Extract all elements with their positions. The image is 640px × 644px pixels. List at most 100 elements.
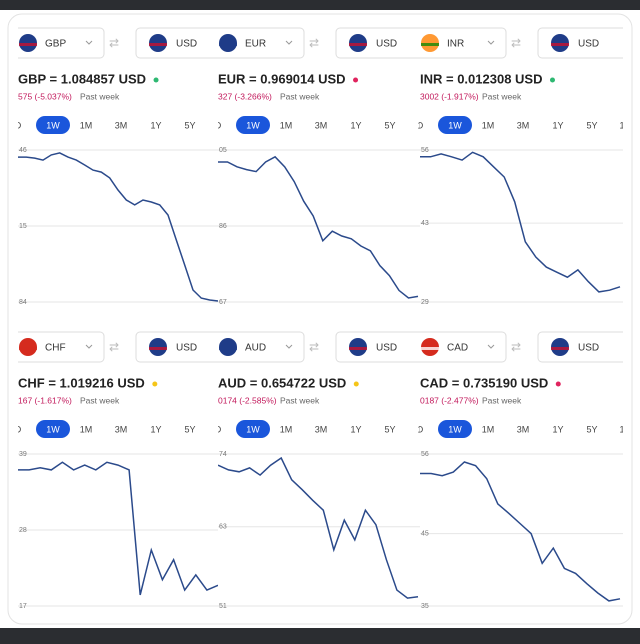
range-button[interactable]: 1W — [46, 120, 60, 130]
range-button[interactable]: 1Y — [350, 424, 361, 434]
chevron — [85, 40, 93, 45]
flag-detail — [19, 347, 37, 350]
panel-bg — [218, 322, 421, 622]
panel-bg — [18, 18, 221, 318]
range-selected[interactable] — [236, 420, 270, 438]
from-select[interactable] — [414, 27, 507, 59]
range-button[interactable]: 1Y — [150, 120, 161, 130]
from-currency: GBP — [45, 39, 66, 50]
period: Past week — [280, 395, 320, 405]
range-button[interactable]: 1W — [246, 424, 260, 434]
change: 327 (-3.266%) — [218, 91, 272, 101]
to-currency: USD — [376, 39, 397, 50]
panels: GBP ⇄ USD GBP = 1.084857 USD 575 (-5.037%) Pa… — [12, 18, 624, 622]
range-button[interactable]: 1M — [280, 120, 293, 130]
period: Past week — [80, 395, 120, 405]
range-selected[interactable] — [36, 116, 70, 134]
range-button[interactable]: 1M — [80, 120, 93, 130]
range-selected[interactable] — [236, 116, 270, 134]
range-button[interactable]: 1M — [482, 424, 495, 434]
y-tick-label: 74 — [219, 451, 227, 458]
range-button[interactable]: 1 — [619, 120, 624, 130]
range-button[interactable]: 1 — [417, 120, 422, 130]
from-select[interactable] — [12, 27, 105, 59]
range-button[interactable]: 3M — [115, 120, 128, 130]
range-button[interactable]: 5Y — [184, 120, 195, 130]
from-select[interactable] — [212, 27, 305, 59]
y-tick-label: 15 — [19, 223, 27, 230]
chevron — [487, 40, 495, 45]
range-button[interactable]: D — [15, 424, 22, 434]
flag-detail — [219, 43, 237, 46]
from-currency: INR — [447, 39, 464, 50]
panel-bg — [420, 18, 623, 318]
range-button[interactable]: 3M — [517, 120, 530, 130]
period: Past week — [482, 395, 522, 405]
flag-detail — [421, 43, 439, 46]
range-button[interactable]: D — [417, 424, 424, 434]
panel-bg — [218, 18, 421, 318]
y-tick-label: 39 — [19, 451, 27, 458]
range-button[interactable]: 5Y — [384, 120, 395, 130]
range-button[interactable]: 5Y — [384, 424, 395, 434]
range-button[interactable]: 1W — [448, 424, 462, 434]
range-button[interactable]: D — [417, 120, 424, 130]
y-tick-label: 56 — [421, 147, 429, 154]
y-tick-label: 29 — [421, 299, 429, 306]
status-dot — [353, 381, 359, 387]
rate: GBP = 1.084857 USD — [18, 71, 146, 86]
to-currency: USD — [176, 39, 197, 50]
to-currency: USD — [176, 343, 197, 354]
flag-detail — [219, 347, 237, 350]
y-tick-label: 43 — [421, 220, 429, 227]
range-button[interactable]: 1M — [80, 424, 93, 434]
range-button[interactable]: D — [215, 120, 222, 130]
range-button[interactable]: 1 — [417, 424, 422, 434]
status-dot — [153, 77, 159, 83]
range-button[interactable]: 3M — [115, 424, 128, 434]
rate: CAD = 0.735190 USD — [420, 375, 548, 390]
range-button[interactable]: D — [215, 424, 222, 434]
y-tick-label: 84 — [19, 299, 27, 306]
panel: CHF ⇄ USD CHF = 1.019216 USD 167 (-1.617%) Pa… — [12, 322, 221, 622]
flag-detail — [551, 43, 569, 46]
y-tick-label: 86 — [219, 223, 227, 230]
rate: EUR = 0.969014 USD — [218, 71, 346, 86]
from-select[interactable] — [212, 331, 305, 363]
range-selected[interactable] — [438, 116, 472, 134]
range-button[interactable]: 1W — [448, 120, 462, 130]
flag-detail — [349, 43, 367, 46]
range-button[interactable]: 5Y — [586, 120, 597, 130]
swap-icon: ⇄ — [309, 36, 319, 50]
range-button[interactable]: 1 — [619, 424, 624, 434]
from-currency: EUR — [245, 39, 266, 50]
range-button[interactable]: 3M — [315, 424, 328, 434]
range-button[interactable]: 1M — [280, 424, 293, 434]
price-line — [218, 456, 419, 599]
range-button[interactable]: 1Y — [150, 424, 161, 434]
range-selected[interactable] — [438, 420, 472, 438]
range-button[interactable]: 1W — [46, 424, 60, 434]
range-button[interactable]: 5Y — [184, 424, 195, 434]
chevron — [487, 344, 495, 349]
range-button[interactable]: 5Y — [586, 424, 597, 434]
range-button[interactable]: 1Y — [552, 120, 563, 130]
to-currency: USD — [376, 343, 397, 354]
from-select[interactable] — [12, 331, 105, 363]
range-button[interactable]: 1Y — [552, 424, 563, 434]
range-selected[interactable] — [36, 420, 70, 438]
status-dot — [152, 381, 158, 387]
range-button[interactable]: 1M — [482, 120, 495, 130]
range-button[interactable]: 1W — [246, 120, 260, 130]
chevron — [285, 344, 293, 349]
rate: INR = 0.012308 USD — [420, 71, 542, 86]
from-currency: AUD — [245, 343, 266, 354]
range-button[interactable]: 1Y — [350, 120, 361, 130]
change: 167 (-1.617%) — [18, 395, 72, 405]
from-select[interactable] — [414, 331, 507, 363]
swap-icon: ⇄ — [309, 340, 319, 354]
range-button[interactable]: 3M — [517, 424, 530, 434]
range-button[interactable]: 3M — [315, 120, 328, 130]
range-button[interactable]: D — [15, 120, 22, 130]
